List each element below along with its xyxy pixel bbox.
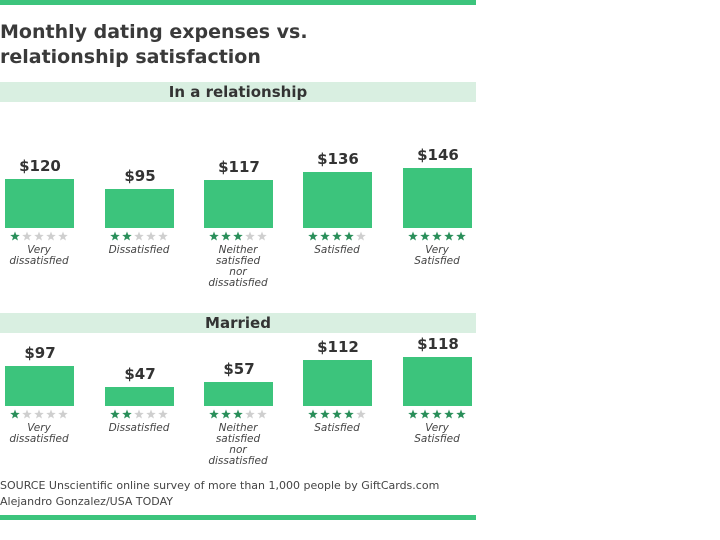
category-label: Neither satisfied nor dissatisfied bbox=[208, 422, 268, 467]
star bbox=[146, 231, 156, 241]
star bbox=[22, 409, 32, 419]
star-rating bbox=[110, 231, 168, 241]
star bbox=[110, 231, 120, 241]
star bbox=[320, 231, 330, 241]
category-label: Very dissatisfied bbox=[9, 244, 69, 267]
category-label: Dissatisfied bbox=[108, 422, 170, 434]
star bbox=[22, 231, 32, 241]
star bbox=[456, 409, 466, 419]
star-rating bbox=[408, 409, 466, 419]
star bbox=[356, 231, 366, 241]
section-title: In a relationship bbox=[0, 82, 476, 102]
bar bbox=[403, 357, 472, 406]
star bbox=[58, 231, 68, 241]
star bbox=[233, 231, 243, 241]
star bbox=[356, 409, 366, 419]
star bbox=[233, 409, 243, 419]
value-label: $57 bbox=[223, 360, 255, 379]
star bbox=[10, 409, 20, 419]
star bbox=[408, 231, 418, 241]
star bbox=[320, 409, 330, 419]
star bbox=[432, 409, 442, 419]
star-rating bbox=[308, 409, 366, 419]
star bbox=[420, 231, 430, 241]
star bbox=[110, 409, 120, 419]
star bbox=[332, 231, 342, 241]
value-label: $112 bbox=[317, 337, 359, 356]
category-label: Very Satisfied bbox=[414, 422, 460, 445]
value-label: $118 bbox=[417, 335, 459, 354]
value-label: $120 bbox=[19, 156, 61, 175]
star bbox=[308, 231, 318, 241]
value-label: $136 bbox=[317, 149, 359, 168]
bar bbox=[105, 188, 174, 228]
bar bbox=[105, 386, 174, 406]
star bbox=[245, 231, 255, 241]
star bbox=[209, 409, 219, 419]
bottom-rule bbox=[0, 515, 476, 520]
bar bbox=[5, 178, 74, 228]
category-label: Very dissatisfied bbox=[9, 422, 69, 445]
category-label: Satisfied bbox=[314, 422, 360, 434]
star bbox=[344, 409, 354, 419]
star bbox=[308, 409, 318, 419]
star-rating bbox=[209, 409, 267, 419]
star bbox=[146, 409, 156, 419]
star bbox=[122, 409, 132, 419]
star-rating bbox=[308, 231, 366, 241]
star bbox=[209, 231, 219, 241]
bar bbox=[303, 171, 372, 228]
star bbox=[456, 231, 466, 241]
star bbox=[257, 231, 267, 241]
star bbox=[58, 409, 68, 419]
star bbox=[444, 231, 454, 241]
bar bbox=[204, 179, 273, 228]
value-label: $95 bbox=[124, 166, 156, 185]
star bbox=[221, 231, 231, 241]
bar bbox=[403, 167, 472, 228]
star bbox=[221, 409, 231, 419]
star-rating bbox=[110, 409, 168, 419]
value-label: $47 bbox=[124, 364, 156, 383]
category-label: Very Satisfied bbox=[414, 244, 460, 267]
section-title: Married bbox=[0, 313, 476, 333]
value-label: $117 bbox=[218, 157, 260, 176]
top-rule bbox=[0, 0, 476, 5]
chart-title: Monthly dating expenses vs. relationship… bbox=[0, 21, 308, 68]
bar bbox=[303, 359, 372, 406]
value-label: $97 bbox=[24, 343, 56, 362]
bar bbox=[204, 382, 273, 406]
star bbox=[245, 409, 255, 419]
credit: Alejandro Gonzalez/USA TODAY bbox=[0, 495, 173, 508]
star bbox=[420, 409, 430, 419]
category-label: Dissatisfied bbox=[108, 244, 170, 256]
star bbox=[134, 409, 144, 419]
star bbox=[46, 231, 56, 241]
star bbox=[34, 231, 44, 241]
star bbox=[158, 231, 168, 241]
star-rating bbox=[10, 409, 68, 419]
star bbox=[432, 231, 442, 241]
star bbox=[10, 231, 20, 241]
star bbox=[257, 409, 267, 419]
star bbox=[158, 409, 168, 419]
star bbox=[444, 409, 454, 419]
bar bbox=[5, 365, 74, 406]
star-rating bbox=[408, 231, 466, 241]
star bbox=[332, 409, 342, 419]
star bbox=[344, 231, 354, 241]
star bbox=[408, 409, 418, 419]
value-label: $146 bbox=[417, 145, 459, 164]
star bbox=[134, 231, 144, 241]
star bbox=[122, 231, 132, 241]
source: SOURCE Unscientific online survey of mor… bbox=[0, 479, 440, 492]
star-rating bbox=[10, 231, 68, 241]
star bbox=[46, 409, 56, 419]
category-label: Satisfied bbox=[314, 244, 360, 256]
category-label: Neither satisfied nor dissatisfied bbox=[208, 244, 268, 289]
star-rating bbox=[209, 231, 267, 241]
star bbox=[34, 409, 44, 419]
